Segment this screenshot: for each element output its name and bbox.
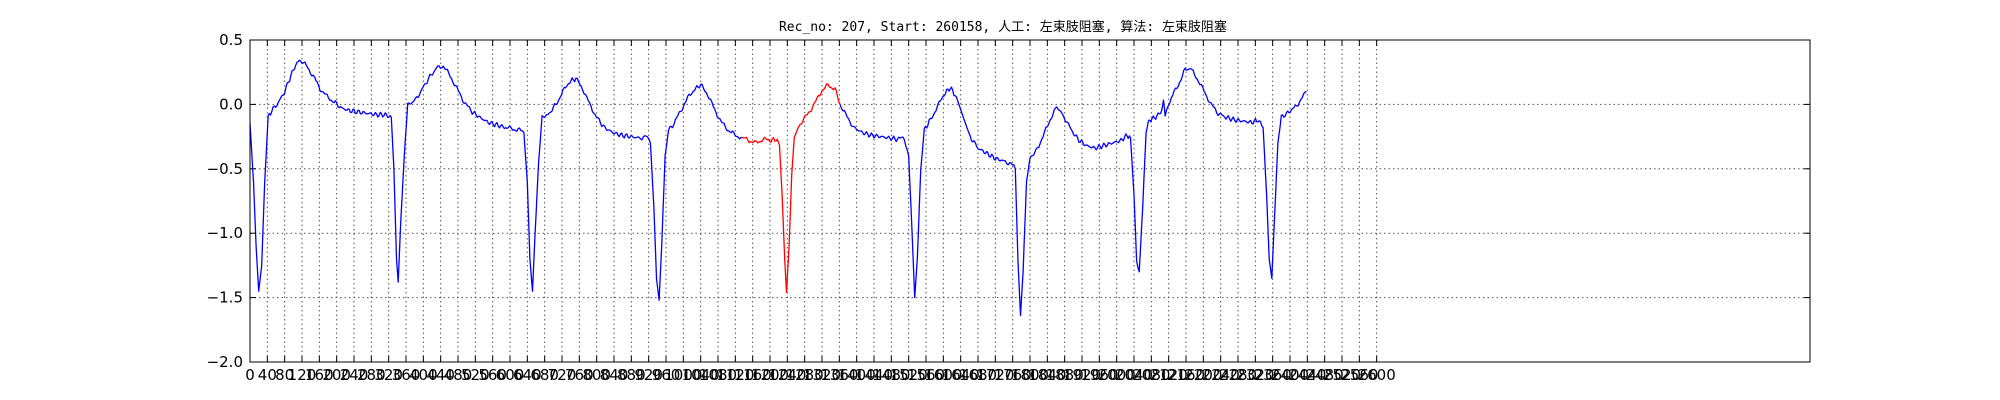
x-tick-label-60: 2400 bbox=[1271, 366, 1309, 384]
x-tick-label-15: 600 bbox=[496, 366, 525, 384]
x-tick-label-4: 160 bbox=[305, 366, 334, 384]
x-tick-label-3: 120 bbox=[288, 366, 317, 384]
x-tick-label-9: 360 bbox=[392, 366, 421, 384]
x-tick-label-55: 2200 bbox=[1184, 366, 1222, 384]
x-tick-label-41: 1640 bbox=[942, 366, 980, 384]
y-tick-label-5: −2.0 bbox=[207, 353, 243, 371]
x-tick-label-44: 1760 bbox=[994, 366, 1032, 384]
x-axis: 0 408012016020024028032036040044048052056… bbox=[245, 40, 1396, 384]
x-tick-label-25: 1000 bbox=[664, 366, 702, 384]
ecg-segment-1 bbox=[741, 83, 841, 294]
x-tick-label-65: 2600 bbox=[1358, 366, 1396, 384]
x-tick-label-11: 440 bbox=[426, 366, 455, 384]
x-tick-label-1: 40 bbox=[258, 366, 277, 384]
x-tick-label-58: 2320 bbox=[1236, 366, 1274, 384]
chart-title: Rec_no: 207, Start: 260158, 人工: 左束肢阻塞, 算… bbox=[779, 19, 1227, 35]
x-tick-label-48: 1920 bbox=[1063, 366, 1101, 384]
x-tick-label-32: 1280 bbox=[786, 366, 824, 384]
x-tick-label-16: 640 bbox=[513, 366, 542, 384]
x-tick-label-56: 2240 bbox=[1202, 366, 1240, 384]
y-tick-label-0: 0.5 bbox=[219, 31, 243, 49]
x-tick-label-19: 760 bbox=[565, 366, 594, 384]
x-tick-label-28: 1120 bbox=[716, 366, 754, 384]
x-tick-label-59: 2360 bbox=[1254, 366, 1292, 384]
x-tick-label-27: 1080 bbox=[699, 366, 737, 384]
x-tick-label-39: 1560 bbox=[907, 366, 945, 384]
ecg-trace-layer bbox=[249, 59, 1307, 317]
x-tick-label-34: 1360 bbox=[820, 366, 858, 384]
x-tick-label-21: 840 bbox=[600, 366, 629, 384]
x-tick-label-26: 1040 bbox=[682, 366, 720, 384]
grid-lines bbox=[249, 39, 1810, 363]
y-axis: 0.5 0.0 −0.5 −1.0 −1.5 −2.0 bbox=[207, 31, 1810, 371]
x-tick-label-54: 2160 bbox=[1167, 366, 1205, 384]
x-tick-label-63: 2520 bbox=[1323, 366, 1361, 384]
x-tick-label-6: 240 bbox=[340, 366, 369, 384]
x-tick-label-36: 1440 bbox=[855, 366, 893, 384]
x-tick-label-43: 1720 bbox=[976, 366, 1014, 384]
x-tick-label-47: 1880 bbox=[1046, 366, 1084, 384]
x-tick-label-30: 1200 bbox=[751, 366, 789, 384]
x-tick-label-35: 1400 bbox=[838, 366, 876, 384]
x-tick-label-37: 1480 bbox=[872, 366, 910, 384]
x-tick-label-18: 720 bbox=[548, 366, 577, 384]
x-tick-label-31: 1240 bbox=[768, 366, 806, 384]
x-tick-label-0: 0 bbox=[245, 366, 255, 384]
x-tick-label-38: 1520 bbox=[890, 366, 928, 384]
x-tick-label-49: 1960 bbox=[1080, 366, 1118, 384]
x-tick-label-52: 2080 bbox=[1132, 366, 1170, 384]
x-tick-label-50: 2000 bbox=[1098, 366, 1136, 384]
x-tick-label-17: 680 bbox=[530, 366, 559, 384]
x-tick-label-33: 1320 bbox=[803, 366, 841, 384]
x-tick-label-46: 1840 bbox=[1028, 366, 1066, 384]
x-tick-label-45: 1800 bbox=[1011, 366, 1049, 384]
x-tick-label-14: 560 bbox=[478, 366, 507, 384]
x-tick-label-10: 400 bbox=[409, 366, 438, 384]
x-tick-label-40: 1600 bbox=[924, 366, 962, 384]
y-tick-label-4: −1.5 bbox=[207, 289, 243, 307]
x-tick-label-12: 480 bbox=[444, 366, 473, 384]
x-tick-label-8: 320 bbox=[374, 366, 403, 384]
x-tick-label-53: 2120 bbox=[1150, 366, 1188, 384]
x-tick-label-62: 2480 bbox=[1306, 366, 1344, 384]
x-tick-label-42: 1680 bbox=[959, 366, 997, 384]
x-tick-label-22: 880 bbox=[617, 366, 646, 384]
y-tick-label-3: −1.0 bbox=[207, 224, 243, 242]
x-tick-label-13: 520 bbox=[461, 366, 490, 384]
plot-frame bbox=[249, 39, 1811, 363]
ecg-segment-0 bbox=[249, 59, 743, 301]
x-tick-label-23: 920 bbox=[634, 366, 663, 384]
x-tick-label-7: 280 bbox=[357, 366, 386, 384]
y-tick-label-1: 0.0 bbox=[219, 95, 243, 113]
x-tick-label-29: 1160 bbox=[734, 366, 772, 384]
x-tick-label-61: 2440 bbox=[1288, 366, 1326, 384]
ecg-segment-2 bbox=[839, 67, 1307, 317]
x-tick-label-20: 800 bbox=[582, 366, 611, 384]
x-tick-label-64: 2560 bbox=[1340, 366, 1378, 384]
x-tick-label-51: 2040 bbox=[1115, 366, 1153, 384]
x-tick-label-24: 960 bbox=[652, 366, 681, 384]
x-tick-label-57: 2280 bbox=[1219, 366, 1257, 384]
x-tick-label-5: 200 bbox=[322, 366, 351, 384]
x-tick-label-2: 80 bbox=[275, 366, 294, 384]
y-tick-label-2: −0.5 bbox=[207, 160, 243, 178]
